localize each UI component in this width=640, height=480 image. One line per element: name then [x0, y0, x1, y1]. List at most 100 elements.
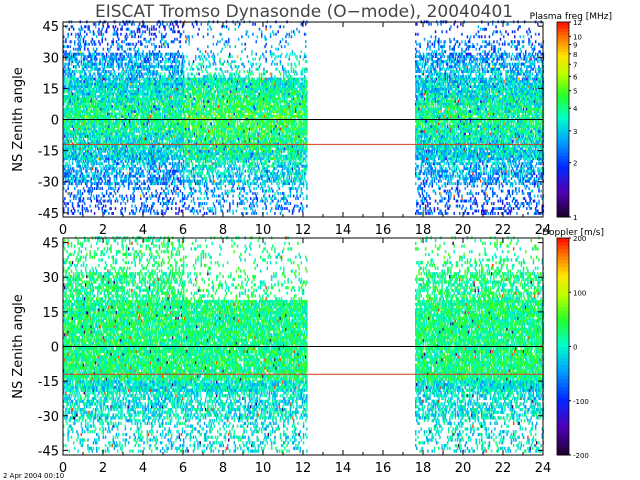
- data-cell: [109, 197, 111, 200]
- data-cell: [138, 95, 140, 98]
- data-cell: [184, 80, 186, 83]
- data-cell: [75, 180, 77, 183]
- data-cell: [113, 53, 115, 56]
- data-cell: [147, 165, 149, 168]
- data-cell: [85, 165, 87, 168]
- data-cell: [76, 170, 78, 173]
- data-cell: [147, 53, 149, 56]
- data-cell: [158, 132, 160, 135]
- data-cell: [64, 182, 66, 185]
- data-cell: [128, 65, 129, 68]
- data-cell: [126, 53, 128, 56]
- data-cell: [130, 53, 132, 56]
- data-cell: [149, 60, 151, 63]
- data-cell: [181, 33, 183, 36]
- data-cell: [131, 35, 133, 38]
- data-cell: [182, 192, 184, 195]
- data-cell: [103, 157, 105, 160]
- data-cell: [120, 170, 122, 173]
- data-cell: [136, 55, 138, 58]
- data-cell: [163, 122, 165, 125]
- data-cell: [135, 205, 137, 208]
- data-cell: [160, 73, 162, 76]
- data-cell: [136, 207, 138, 210]
- data-cell: [116, 30, 118, 33]
- data-cell: [160, 75, 162, 78]
- data-cell: [72, 180, 74, 183]
- data-cell: [122, 162, 124, 165]
- data-cell: [179, 63, 181, 66]
- data-cell: [100, 167, 102, 170]
- data-cell: [141, 60, 143, 63]
- data-cell: [177, 95, 179, 98]
- data-cell: [176, 175, 178, 178]
- data-cell: [174, 55, 176, 58]
- data-cell: [140, 88, 142, 91]
- data-cell: [165, 180, 167, 183]
- data-cell: [77, 172, 79, 175]
- data-cell: [87, 80, 89, 83]
- data-cell: [99, 60, 101, 63]
- data-cell: [100, 33, 102, 36]
- data-cell: [114, 177, 116, 180]
- data-cell: [151, 172, 153, 175]
- data-cell: [147, 55, 149, 58]
- data-cell: [163, 172, 165, 175]
- data-cell: [174, 180, 176, 183]
- data-cell: [82, 172, 84, 175]
- data-cell: [135, 108, 137, 111]
- data-cell: [88, 172, 90, 175]
- data-cell: [81, 182, 83, 185]
- data-cell: [177, 68, 179, 71]
- data-cell: [170, 132, 172, 135]
- data-cell: [82, 150, 84, 153]
- data-cell: [133, 147, 135, 150]
- data-cell: [92, 157, 94, 160]
- data-cell: [67, 75, 69, 78]
- data-cell: [133, 190, 135, 193]
- data-cell: [131, 73, 133, 76]
- data-cell: [133, 195, 135, 198]
- data-cell: [161, 53, 163, 56]
- data-cell: [162, 88, 164, 91]
- data-cell: [149, 103, 151, 106]
- data-cell: [163, 175, 165, 178]
- data-cell: [94, 40, 96, 43]
- data-cell: [142, 172, 144, 175]
- data-cell: [144, 167, 146, 170]
- data-cell: [114, 157, 116, 160]
- data-cell: [184, 85, 186, 88]
- data-cell: [97, 172, 99, 175]
- data-cell: [147, 122, 149, 125]
- data-cell: [72, 182, 74, 185]
- data-cell: [143, 207, 145, 210]
- data-cell: [126, 145, 128, 148]
- data-cell: [142, 75, 144, 78]
- data-cell: [88, 175, 90, 178]
- data-cell: [75, 135, 77, 138]
- data-cell: [128, 53, 129, 56]
- data-cell: [154, 212, 156, 215]
- data-cell: [131, 110, 133, 113]
- data-cell: [81, 55, 83, 58]
- data-cell: [155, 195, 157, 198]
- data-cell: [172, 192, 174, 195]
- data-cell: [108, 175, 110, 178]
- data-cell: [122, 157, 124, 160]
- data-cell: [96, 98, 98, 101]
- data-cell: [89, 88, 91, 91]
- data-cell: [114, 190, 116, 193]
- data-cell: [97, 145, 99, 148]
- data-cell: [74, 170, 76, 173]
- data-cell: [126, 180, 128, 183]
- data-cell: [140, 55, 142, 58]
- data-cell: [74, 187, 76, 190]
- data-cell: [180, 152, 182, 155]
- data-cell: [84, 202, 86, 205]
- data-cell: [168, 202, 170, 205]
- data-cell: [161, 192, 163, 195]
- data-cell: [72, 202, 74, 205]
- data-cell: [128, 28, 129, 31]
- data-cell: [121, 28, 123, 31]
- data-cell: [104, 55, 106, 58]
